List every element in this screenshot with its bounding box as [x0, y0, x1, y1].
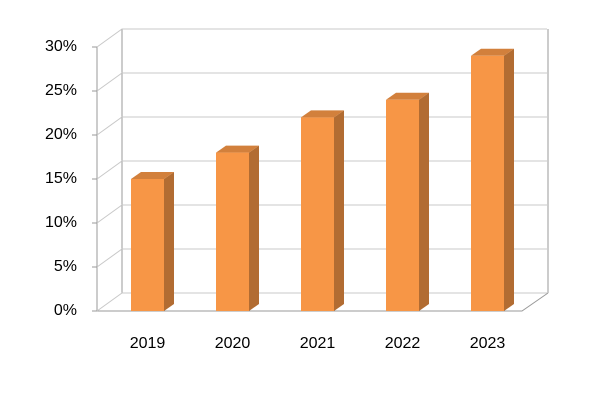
x-tick-label: 2019	[130, 335, 166, 352]
bar-top	[386, 92, 429, 100]
bar-side	[334, 110, 344, 312]
y-tick-label: 10%	[45, 214, 77, 231]
bar	[471, 55, 504, 311]
bar-side	[249, 145, 259, 311]
x-tick-label: 2021	[300, 335, 336, 352]
x-tick-label: 2020	[215, 335, 251, 352]
bar-side	[419, 92, 429, 311]
bar-side	[164, 172, 174, 311]
x-tick-label: 2023	[470, 335, 506, 352]
grid-line	[96, 72, 547, 92]
bar	[301, 117, 334, 312]
bar-top	[216, 145, 259, 153]
bar-top	[471, 48, 514, 56]
bar-side	[504, 48, 514, 312]
bar	[131, 179, 164, 311]
grid-line	[96, 28, 547, 48]
y-tick-label: 15%	[45, 170, 77, 187]
y-tick-label: 5%	[54, 258, 77, 275]
bar-top	[131, 172, 174, 179]
y-tick-label: 30%	[45, 38, 77, 55]
bar	[216, 152, 249, 311]
y-tick-label: 20%	[45, 126, 77, 143]
y-tick-label: 25%	[45, 82, 77, 99]
x-tick-label: 2022	[385, 335, 421, 352]
y-tick-label: 0%	[54, 302, 77, 319]
bar	[386, 99, 419, 311]
bar-top	[301, 110, 344, 118]
